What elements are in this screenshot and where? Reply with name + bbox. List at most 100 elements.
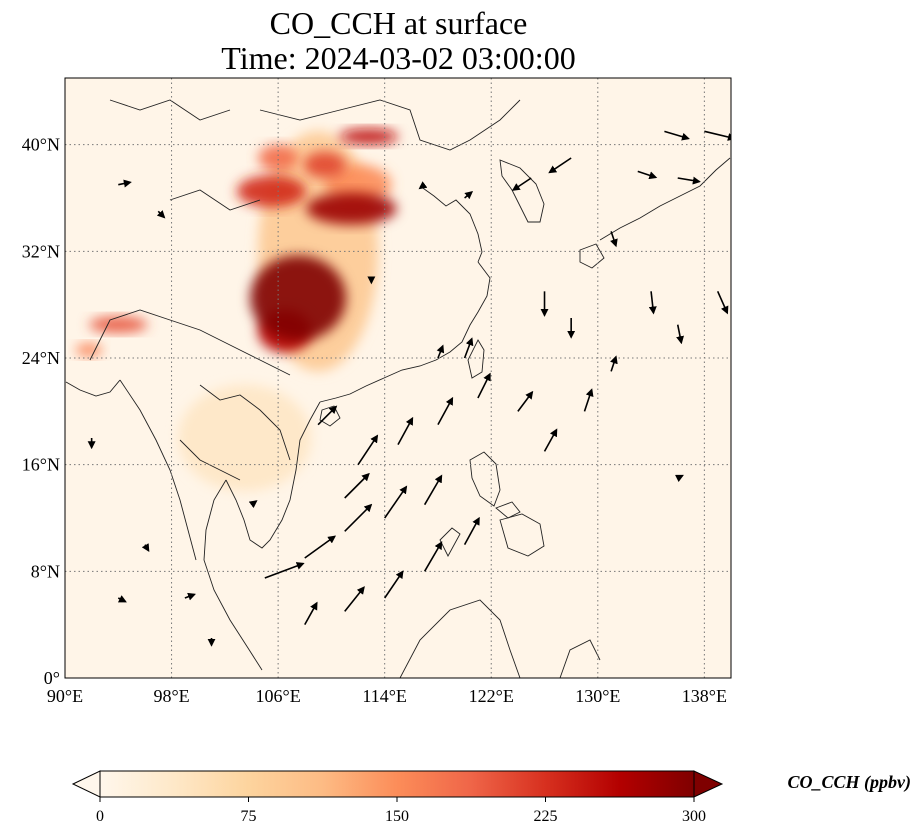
concentration-blob-6 [303,151,347,179]
concentration-blob-4 [258,144,299,172]
map-border [64,77,732,679]
bohai-coast [419,185,483,263]
korea-peninsula [499,159,545,223]
colorbar: 0 75 150 225 300 CO_CCH (ppbv) [71,770,912,825]
y-axis-ticks: 0° 8°N 16°N 24°N 32°N 40°N [22,135,60,688]
x-tick-label-3: 114°E [362,686,407,706]
wind-arrow-18 [583,388,594,412]
colorbar-tick-label-3: 225 [534,808,558,825]
concentration-blob-8 [339,128,399,145]
wind-arrow-39 [117,595,127,603]
concentration-blob-5 [88,316,148,333]
wind-arrow-43 [418,181,428,190]
concentration-blob-10 [306,192,397,225]
wind-arrow-45 [675,474,684,483]
map-frame [64,77,732,679]
map-title-line-1: CO_CCH at surface [269,5,528,41]
mindanao [499,513,545,557]
myanmar-coast [119,379,197,561]
colorbar-tick-label-2: 150 [385,808,409,825]
x-tick-label-6: 138°E [682,686,727,706]
wind-arrow-37 [141,543,150,553]
colorbar-title: CO_CCH (ppbv) [788,772,912,793]
concentration-blob-11 [250,255,347,341]
wind-arrow-23 [676,324,684,345]
land-border-3 [169,189,261,211]
concentration-blob-0 [178,384,312,492]
wind-arrow-2 [344,503,373,532]
taiwan [467,339,485,379]
wind-arrow-0 [264,562,305,579]
wind-arrow-28 [704,130,731,141]
land-border-5 [259,99,521,151]
wind-vectors [87,130,731,647]
wind-arrow-35 [156,209,166,219]
wind-arrow-19 [610,355,618,372]
y-tick-label-3: 24°N [22,348,60,368]
wind-arrow-3 [384,485,408,519]
y-tick-label-1: 8°N [31,561,60,581]
concentration-field [75,128,399,492]
wind-arrow-13 [384,570,404,599]
y-tick-label-5: 40°N [22,135,60,155]
wind-arrow-31 [610,231,618,248]
wind-arrow-32 [463,337,474,359]
x-axis-ticks: 90°E 98°E 106°E 114°E 122°E 130°E 138°E [47,686,727,706]
colorbar-gradient [99,770,695,798]
wind-arrow-6 [397,416,414,446]
wind-arrow-25 [637,170,658,180]
x-tick-label-4: 122°E [469,686,514,706]
wind-arrow-4 [423,474,443,506]
borneo [399,599,521,678]
y-tick-label-2: 16°N [22,455,60,475]
x-tick-label-2: 106°E [256,686,301,706]
wind-arrow-12 [344,586,365,612]
wind-arrow-38 [184,592,196,601]
wind-arrow-33 [436,344,445,359]
wind-arrow-16 [517,390,534,412]
wind-arrow-7 [437,396,454,426]
wind-arrow-11 [304,601,318,626]
visayas [495,501,521,519]
colorbar-tick-label-4: 300 [682,808,706,825]
wind-arrow-14 [423,541,443,572]
map-background [65,78,731,678]
y-tick-label-4: 32°N [22,241,60,261]
colorbar-extend-max [693,770,724,798]
y-tick-label-0: 0° [44,668,60,688]
luzon [469,451,501,507]
china-coast [319,261,491,403]
bangladesh-coast [65,379,121,397]
palawan [439,527,461,557]
wind-arrow-44 [464,190,474,200]
wind-arrow-26 [677,176,701,185]
wind-arrow-27 [664,130,690,141]
wind-arrow-30 [511,177,532,191]
wind-arrow-8 [477,372,491,399]
wind-arrow-10 [344,472,370,499]
colorbar-ticks: 0 75 150 225 300 [96,797,706,825]
wind-arrow-17 [543,428,558,452]
wind-arrow-22 [648,291,657,315]
japan-honshu [599,157,731,241]
wind-arrow-9 [317,405,338,426]
wind-arrow-5 [357,434,379,466]
colorbar-tick-label-0: 0 [96,808,104,825]
colorbar-tick-label-1: 75 [241,808,257,825]
x-tick-label-1: 98°E [153,686,189,706]
map-title-line-2: Time: 2024-03-02 03:00:00 [221,40,576,76]
land-border-6 [109,99,231,121]
concentration-blob-3 [75,343,103,357]
wind-arrow-29 [548,157,572,174]
indochina-coast [225,401,321,549]
malay-peninsula [203,479,263,671]
wind-arrow-24 [716,291,729,315]
wind-arrow-1 [304,535,337,559]
wind-arrow-41 [248,500,258,509]
wind-arrow-34 [118,179,132,188]
sulawesi [559,639,601,678]
concentration-blob-7 [236,175,307,208]
colorbar-extend-min [71,770,101,798]
wind-arrow-15 [463,516,480,546]
